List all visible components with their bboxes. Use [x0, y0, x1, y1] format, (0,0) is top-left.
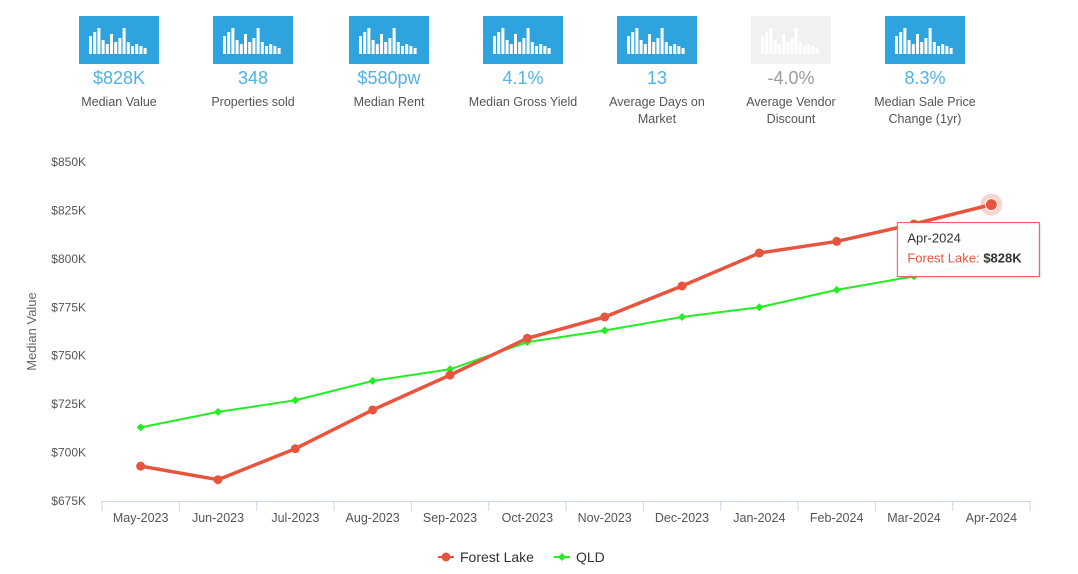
x-tick-label: Dec-2023: [655, 511, 709, 525]
x-tick-label: Nov-2023: [578, 511, 632, 525]
data-point-qld: [755, 303, 764, 312]
legend-label: QLD: [576, 549, 605, 565]
bar-chart-icon: [627, 28, 685, 54]
data-point-qld: [136, 423, 145, 432]
data-point-qld: [832, 285, 841, 294]
bar-chart-icon: [761, 28, 819, 54]
y-tick-label: $825K: [51, 203, 86, 217]
data-point-forest-lake: [368, 405, 378, 415]
y-tick-label: $700K: [51, 446, 86, 460]
y-tick-label: $725K: [51, 397, 86, 411]
stat-0[interactable]: $828K Median Value: [52, 16, 186, 111]
stat-icon: [885, 16, 965, 64]
stat-6[interactable]: 8.3% Median Sale Price Change (1yr): [858, 16, 992, 128]
chart-legend: Forest Lake QLD: [0, 547, 1078, 567]
legend-label: Forest Lake: [460, 549, 534, 565]
stat-3[interactable]: 4.1% Median Gross Yield: [456, 16, 590, 111]
data-point-forest-lake: [984, 198, 998, 212]
stat-label: Median Sale Price Change (1yr): [874, 95, 976, 126]
y-tick-label: $750K: [51, 349, 86, 363]
stat-icon: [213, 16, 293, 64]
stat-icon: [79, 16, 159, 64]
stat-1[interactable]: 348 Properties sold: [186, 16, 320, 111]
tooltip-series-label: Forest Lake:: [907, 251, 979, 266]
stat-value: $580pw: [357, 68, 421, 88]
stat-label: Average Days on Market: [609, 95, 705, 126]
stat-value: -4.0%: [767, 68, 815, 88]
tooltip-value: $828K: [983, 251, 1022, 266]
stat-label: Median Rent: [353, 95, 425, 109]
data-point-forest-lake: [522, 333, 532, 343]
data-point-forest-lake: [136, 461, 146, 471]
x-tick-label: Feb-2024: [810, 511, 864, 525]
data-point-qld: [291, 396, 300, 405]
stat-label: Median Gross Yield: [468, 95, 578, 109]
data-point-qld: [678, 312, 686, 321]
y-tick-label: $675K: [51, 494, 86, 508]
x-tick-label: Aug-2023: [346, 511, 400, 525]
y-tick-label: $775K: [51, 300, 86, 314]
stat-value: 348: [237, 68, 269, 88]
stat-icon: [483, 16, 563, 64]
stat-label: Median Value: [81, 95, 157, 109]
bar-chart-icon: [493, 28, 551, 54]
stat-icon: [617, 16, 697, 64]
bar-chart-icon: [895, 28, 953, 54]
data-point-forest-lake: [754, 248, 764, 258]
x-tick-label: Jun-2023: [192, 511, 244, 525]
legend-marker: [438, 552, 454, 562]
stats-bar: $828K Median Value 348 Properties sold $580p…: [52, 16, 992, 136]
x-tick-label: Oct-2023: [502, 511, 553, 525]
stat-value: 13: [646, 68, 668, 88]
data-point-forest-lake: [600, 312, 610, 322]
stat-4[interactable]: 13 Average Days on Market: [590, 16, 724, 128]
stat-value: 8.3%: [904, 68, 946, 88]
stat-label: Properties sold: [211, 95, 295, 109]
data-point-forest-lake: [445, 370, 455, 380]
bar-chart-icon: [359, 28, 417, 54]
series-line-forest-lake: [138, 202, 994, 482]
x-tick-label: Apr-2024: [966, 511, 1017, 525]
data-point-qld: [368, 376, 377, 385]
bar-chart-icon: [223, 28, 281, 54]
data-point-qld: [214, 407, 222, 416]
x-tick-label: Jan-2024: [733, 511, 785, 525]
legend-marker: [554, 553, 570, 561]
x-tick-label: May-2023: [113, 511, 169, 525]
stat-5[interactable]: -4.0% Average Vendor Discount: [724, 16, 858, 128]
stat-icon: [349, 16, 429, 64]
stat-2[interactable]: $580pw Median Rent: [322, 16, 456, 111]
bar-chart-icon: [89, 28, 147, 54]
y-axis-title: Median Value: [24, 292, 39, 371]
stat-label: Average Vendor Discount: [746, 95, 836, 126]
x-tick-label: Jul-2023: [271, 511, 319, 525]
data-point-forest-lake: [677, 281, 687, 291]
data-point-forest-lake: [213, 475, 223, 485]
stat-value: 4.1%: [502, 68, 544, 88]
data-point-qld: [600, 326, 609, 335]
tooltip-title: Apr-2024: [907, 231, 960, 246]
stat-value: $828K: [92, 68, 146, 88]
tooltip-box: [896, 222, 1040, 278]
median-value-chart: $675K $700K $725K $750K $775K $800K $825K $850K…: [24, 155, 1042, 525]
y-tick-label: $850K: [51, 155, 86, 169]
series-line-qld: [139, 259, 993, 429]
x-tick-label: Sep-2023: [423, 511, 477, 525]
x-tick-label: Mar-2024: [887, 511, 941, 525]
data-point-forest-lake: [832, 236, 842, 246]
data-point-forest-lake: [290, 444, 300, 454]
stat-icon: [751, 16, 831, 64]
y-tick-label: $800K: [51, 252, 86, 266]
